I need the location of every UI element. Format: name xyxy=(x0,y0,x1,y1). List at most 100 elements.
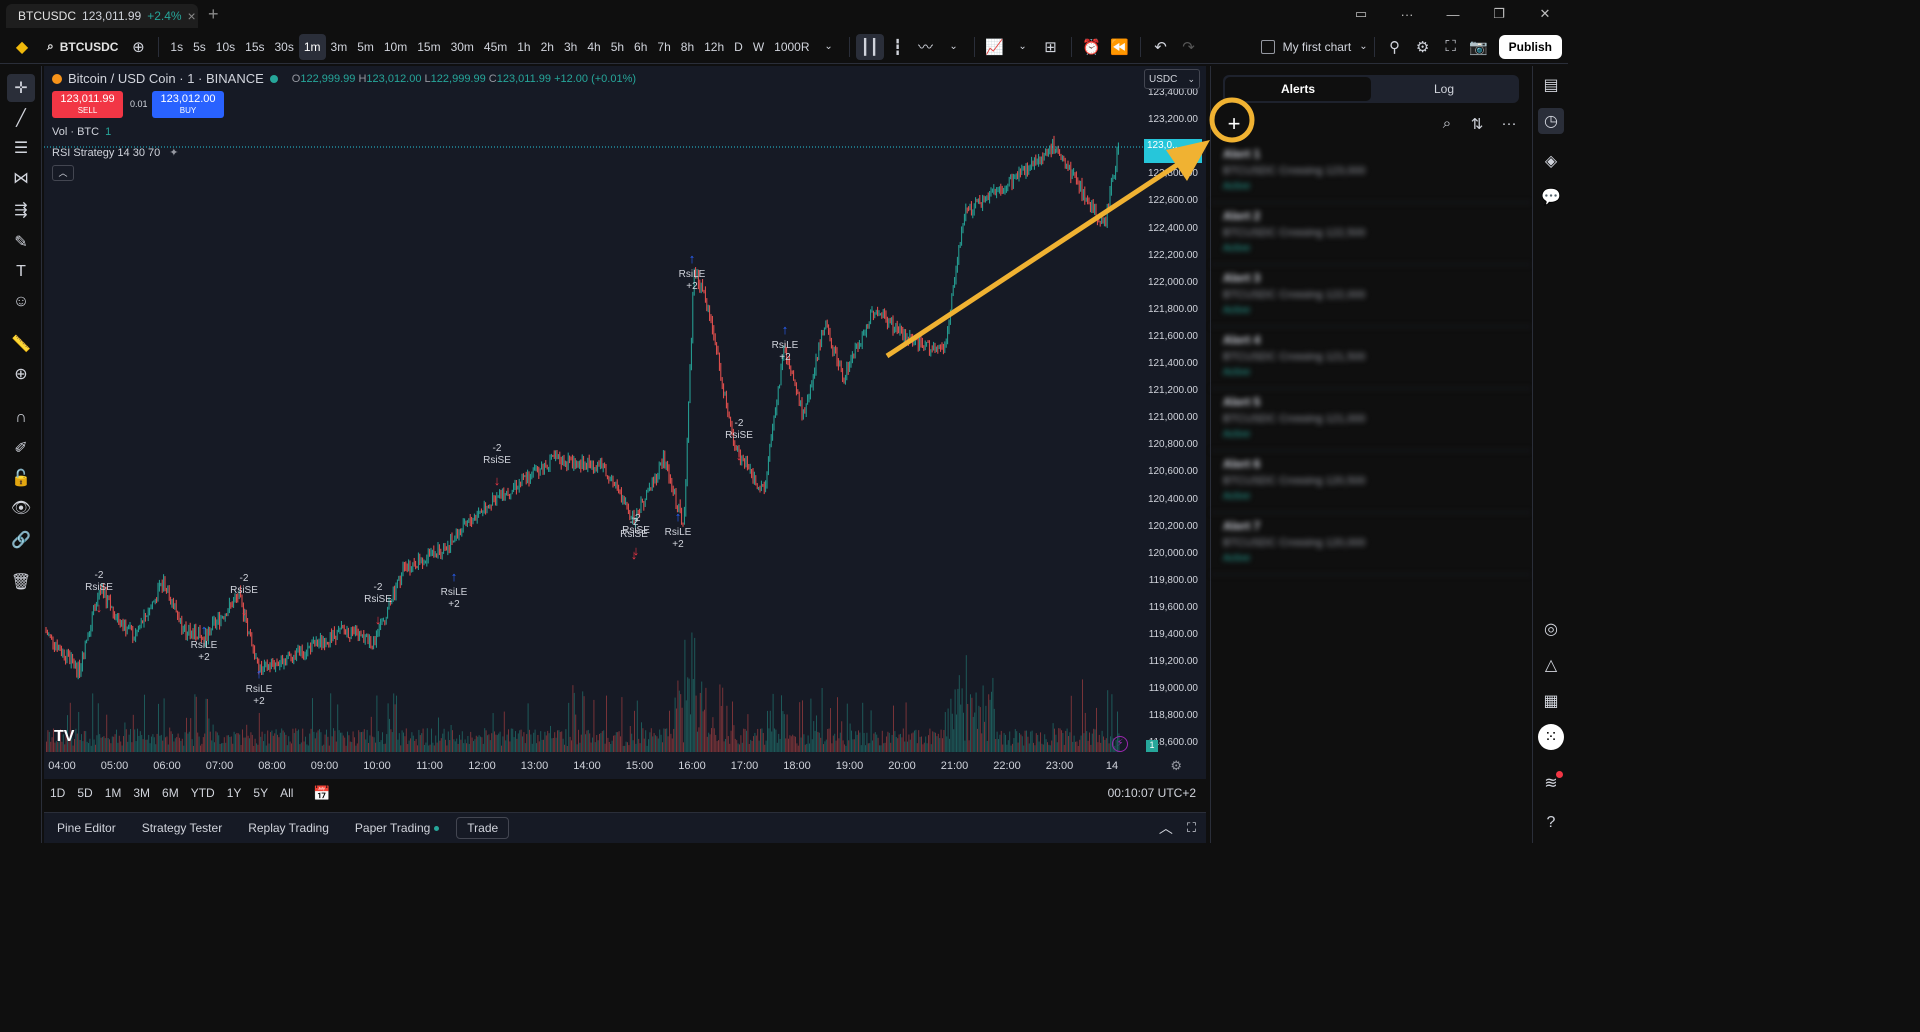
price-axis[interactable]: 123,400.00123,200.00123,000.00122,800.00… xyxy=(1144,66,1206,754)
close-window-icon[interactable]: ✕ xyxy=(1539,6,1551,21)
interval-3h[interactable]: 3h xyxy=(563,39,578,54)
quick-search-icon[interactable]: ⚲ xyxy=(1389,38,1401,56)
interval-5m[interactable]: 5m xyxy=(357,39,374,54)
range-1d[interactable]: 1D xyxy=(50,786,66,800)
publish-button[interactable]: Publish xyxy=(1498,34,1562,59)
tab-pine-editor[interactable]: Pine Editor xyxy=(57,821,116,835)
alert-item[interactable]: Alert 3 BTCUSDC Crossing 122,000 Active xyxy=(1211,265,1531,327)
lightning-icon[interactable]: ⚡ xyxy=(1112,736,1128,752)
range-5d[interactable]: 5D xyxy=(77,786,93,800)
crosshair-icon[interactable]: ✛ xyxy=(7,74,35,102)
long-entry-signal[interactable]: ↑ RsiLE+2 xyxy=(772,322,799,363)
alert-item[interactable]: Alert 7 BTCUSDC Crossing 120,000 Active xyxy=(1211,513,1531,575)
tab-strategy-tester[interactable]: Strategy Tester xyxy=(141,821,223,835)
stream-icon[interactable]: ≋ xyxy=(1538,770,1564,796)
strategy-legend[interactable]: RSI Strategy 14 30 70 ✦ xyxy=(52,146,179,159)
interval-15s[interactable]: 15s xyxy=(245,39,265,54)
tradingview-logo-icon[interactable]: TV xyxy=(54,728,75,745)
interval-8h[interactable]: 8h xyxy=(680,39,695,54)
interval-10m[interactable]: 10m xyxy=(383,39,408,54)
alert-item[interactable]: Alert 6 BTCUSDC Crossing 120,500 Active xyxy=(1211,451,1531,513)
lock-icon[interactable]: 🔓 xyxy=(11,470,31,487)
interval-15m[interactable]: 15m xyxy=(417,39,441,54)
legend-title[interactable]: Bitcoin / USD Coin · 1 · BINANCE xyxy=(68,71,264,86)
trash-icon[interactable]: 🗑 xyxy=(10,574,32,591)
strategy-settings-icon[interactable]: ✦ xyxy=(169,147,179,159)
alert-item[interactable]: Alert 4 BTCUSDC Crossing 121,500 Active xyxy=(1211,327,1531,389)
chevron-down-icon[interactable]: ⌄ xyxy=(1018,41,1027,52)
range-6m[interactable]: 6M xyxy=(162,786,179,800)
line-chart-icon[interactable]: 〰 xyxy=(918,39,934,56)
interval-30s[interactable]: 30s xyxy=(274,39,294,54)
sort-icon[interactable]: ⇅ xyxy=(1470,116,1484,133)
range-5y[interactable]: 5Y xyxy=(253,786,269,800)
replay-icon[interactable]: ⏪ xyxy=(1110,38,1129,56)
interval-7h[interactable]: 7h xyxy=(657,39,671,54)
chat-icon[interactable]: 💬 xyxy=(1541,189,1561,206)
app-logo-icon[interactable]: ◆ xyxy=(15,38,29,56)
text-icon[interactable]: T xyxy=(16,263,26,280)
symbol-search[interactable]: ⌕ BTCUSDC xyxy=(47,39,118,54)
range-ytd[interactable]: YTD xyxy=(190,786,215,800)
interval-6h[interactable]: 6h xyxy=(634,39,648,54)
eye-icon[interactable]: 👁 xyxy=(10,500,32,517)
help-icon[interactable]: ? xyxy=(1546,814,1556,831)
tab-trade[interactable]: Trade xyxy=(456,817,510,839)
interval-5s[interactable]: 5s xyxy=(193,39,206,54)
time-axis[interactable]: 04:00 05:00 06:00 07:00 08:00 09:00 10:00 11:00… xyxy=(44,754,1206,779)
long-entry-signal[interactable]: ↑ RsiLE+2 xyxy=(191,622,218,663)
interval-2h[interactable]: 2h xyxy=(540,39,554,54)
volume-indicator-legend[interactable]: Vol · BTC 1 xyxy=(52,126,111,138)
add-alert-button[interactable]: + xyxy=(1227,111,1241,136)
interval-1000R[interactable]: 1000R xyxy=(774,39,810,54)
interval-1s[interactable]: 1s xyxy=(170,39,184,54)
interval-3m[interactable]: 3m xyxy=(330,39,348,54)
interval-30m[interactable]: 30m xyxy=(450,39,474,54)
redo-icon[interactable]: ↷ xyxy=(1182,38,1195,56)
collapse-legend-icon[interactable]: ︿ xyxy=(52,165,74,181)
link-icon[interactable]: 🔗 xyxy=(11,532,31,549)
magnet-icon[interactable]: ∩ xyxy=(15,409,27,426)
long-entry-signal[interactable]: ↑ RsiLE+2 xyxy=(665,509,692,550)
long-entry-signal[interactable]: ↑ RsiLE+2 xyxy=(246,666,273,707)
interval-W[interactable]: W xyxy=(752,39,765,54)
tab-paper-trading[interactable]: Paper Trading xyxy=(342,821,452,835)
search-icon[interactable]: ⌕ xyxy=(1442,115,1452,132)
ruler-icon[interactable]: 📏 xyxy=(11,336,31,353)
target-icon[interactable]: ◎ xyxy=(1544,621,1558,638)
interval-5h[interactable]: 5h xyxy=(610,39,625,54)
interval-4h[interactable]: 4h xyxy=(587,39,601,54)
long-entry-signal[interactable]: ↑ RsiLE+2 xyxy=(679,251,706,292)
range-3m[interactable]: 3M xyxy=(133,786,151,800)
alert-item[interactable]: Alert 1 BTCUSDC Crossing 123,000 Active xyxy=(1211,141,1531,203)
range-1y[interactable]: 1Y xyxy=(226,786,242,800)
interval-10s[interactable]: 10s xyxy=(215,39,236,54)
apps-grid-icon[interactable]: ⁙ xyxy=(1538,724,1564,750)
long-entry-signal[interactable]: ↑ RsiLE+2 xyxy=(441,569,468,610)
chevron-down-icon[interactable]: ⌄ xyxy=(949,41,958,52)
chevron-up-icon[interactable]: ︿ xyxy=(1158,820,1173,836)
buy-button[interactable]: 123,012.00 BUY xyxy=(152,91,224,118)
trend-line-icon[interactable]: ╱ xyxy=(16,110,26,127)
zoom-in-icon[interactable]: ⊕ xyxy=(14,366,28,383)
alert-clock-icon[interactable]: ⏰ xyxy=(1082,38,1101,56)
screen-icon[interactable]: ▭ xyxy=(1354,6,1368,21)
go-to-date-icon[interactable]: 📅 xyxy=(313,784,331,801)
time-axis-settings-icon[interactable]: ⚙ xyxy=(1170,758,1182,773)
fullscreen-icon[interactable]: ⛶ xyxy=(1445,38,1456,55)
lock-drawing-icon[interactable]: ✐ xyxy=(14,440,28,457)
camera-icon[interactable]: 📷 xyxy=(1469,38,1488,56)
chart-area[interactable]: ↓ -2 RsiSE ↓ -2 RsiSE ↑ RsiLE +2 ↑ RsiLE +2 ↓ -2 RsiSE… xyxy=(44,66,1206,779)
layers-icon[interactable]: ◈ xyxy=(1544,153,1558,170)
minimize-icon[interactable]: — xyxy=(1446,6,1460,22)
pattern-icon[interactable]: ⋈ xyxy=(13,170,29,187)
tab-replay-trading[interactable]: Replay Trading xyxy=(248,821,329,835)
alert-item[interactable]: Alert 2 BTCUSDC Crossing 122,500 Active xyxy=(1211,203,1531,265)
more-options-icon[interactable]: ··· xyxy=(1501,115,1517,132)
emoji-icon[interactable]: ☺ xyxy=(12,293,30,310)
candles-icon[interactable]: ┃┃ xyxy=(855,33,884,60)
ideas-icon[interactable]: △ xyxy=(1544,657,1558,674)
alerts-clock-icon[interactable]: ◷ xyxy=(1538,108,1564,134)
